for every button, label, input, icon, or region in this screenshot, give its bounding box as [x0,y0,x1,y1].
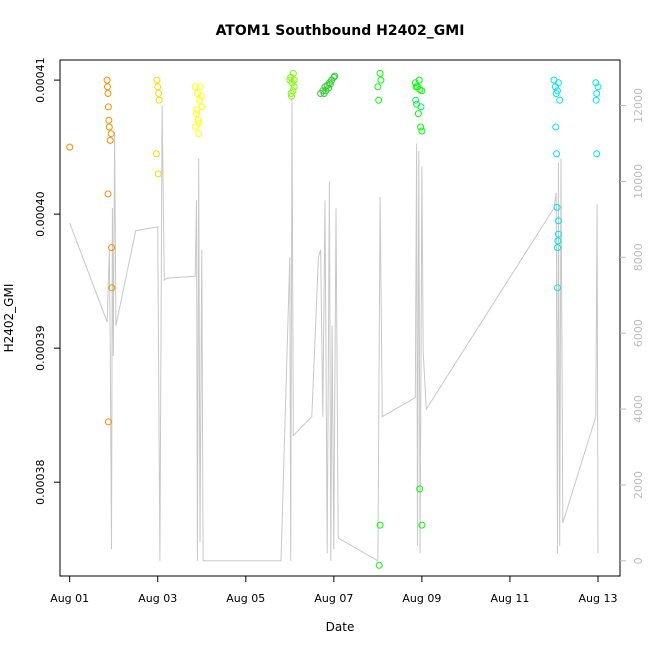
data-point-0-5 [105,116,113,124]
chart-title: ATOM1 Southbound H2402_GMI [216,23,465,39]
plot-frame [59,59,621,577]
data-point-1-5 [155,96,163,104]
data-point-7-0 [550,76,558,84]
y-axis-right: 0 2000 4000 6000 8000 10000 12000 [620,88,645,564]
data-point-4-7 [331,72,339,80]
x-tick-label-4: Aug 09 [402,592,441,605]
data-point-2-10 [193,106,201,114]
y-tick-label-3: 0.00041 [34,57,47,103]
x-tick-label-3: Aug 07 [314,592,353,605]
data-point-5-8 [413,100,421,108]
data-point-7-15 [593,90,601,97]
data-point-7-6 [552,123,560,131]
data-point-6-0 [417,103,425,111]
data-point-7-14 [592,79,600,87]
data-point-3-8 [290,76,298,84]
data-point-5-15 [418,521,426,529]
data-point-5-3 [377,76,385,84]
x-tick-label-5: Aug 11 [490,592,529,605]
data-point-3-2 [290,83,298,91]
data-point-2-6 [192,123,200,131]
data-point-0-10 [108,244,115,252]
data-point-2-8 [196,83,204,91]
y2-tick-label-4: 8000 [632,243,645,271]
data-point-1-1 [154,83,162,91]
y2-tick-label-6: 12000 [632,88,645,123]
data-point-4-6 [330,73,338,81]
data-point-3-7 [288,92,296,100]
data-point-7-18 [593,150,601,158]
data-point-5-10 [417,123,425,131]
data-point-4-10 [326,80,334,88]
data-point-0-9 [104,190,112,198]
data-point-5-0 [374,83,382,91]
data-point-0-7 [106,136,114,144]
data-point-7-16 [594,83,602,91]
y2-tick-label-2: 4000 [632,395,645,423]
x-axis-label: Date [326,620,355,634]
data-point-7-5 [554,87,561,95]
data-point-0-12 [104,418,112,426]
data-point-0-1 [103,76,111,84]
data-point-5-16 [376,521,384,529]
data-point-0-11 [108,284,116,292]
data-point-1-3 [154,170,162,178]
data-point-5-11 [418,127,426,135]
y-tick-label-2: 0.00040 [34,191,47,237]
data-point-5-17 [375,561,383,569]
data-point-5-14 [416,485,424,493]
data-point-2-7 [195,130,203,138]
data-point-0-4 [104,103,112,111]
data-point-2-2 [196,96,204,104]
data-point-5-9 [414,110,422,118]
y-tick-label-0: 0.00038 [34,459,47,505]
data-point-0-2 [104,83,111,91]
data-point-7-4 [556,96,564,104]
data-point-7-9 [554,217,562,225]
data-point-7-17 [592,96,600,104]
data-point-5-12 [412,83,420,91]
x-tick-label-0: Aug 01 [50,592,89,605]
data-point-2-9 [197,92,205,100]
data-point-2-0 [191,83,199,91]
data-point-0-0 [66,143,74,151]
data-point-2-11 [195,119,203,127]
data-point-7-10 [554,237,562,245]
data-point-2-4 [193,110,200,118]
data-point-5-7 [418,87,426,95]
y-axis-label: H2402_GMI [2,284,16,353]
y2-tick-label-3: 6000 [632,319,645,347]
x-tick-label-6: Aug 13 [578,592,617,605]
points-layer [66,69,602,569]
data-point-5-13 [415,76,423,84]
y-tick-label-1: 0.00039 [34,325,47,371]
data-point-0-8 [107,130,115,138]
data-point-7-12 [554,230,562,238]
y2-tick-label-0: 0 [632,557,645,564]
data-point-0-3 [104,90,112,97]
data-point-1-4 [152,150,160,158]
count-line-series [69,97,599,562]
x-axis: Aug 01 Aug 03 Aug 05 Aug 07 Aug 09 Aug 11 Aug … [50,576,617,605]
data-point-7-13 [554,284,561,292]
y2-tick-label-1: 2000 [632,471,645,499]
line-layer [69,97,599,562]
data-point-5-1 [375,96,383,104]
data-point-5-2 [376,69,384,77]
data-point-7-7 [553,150,561,158]
x-tick-label-1: Aug 03 [138,592,177,605]
data-point-6-1 [412,96,420,104]
y-axis-left: 0.00038 0.00039 0.00040 0.00041 [34,57,60,505]
data-point-7-3 [554,79,562,87]
data-point-1-0 [153,76,161,84]
data-point-1-2 [155,90,163,97]
data-point-0-6 [105,123,113,131]
y2-tick-label-5: 10000 [632,164,645,199]
data-point-4-11 [322,87,330,95]
x-tick-label-2: Aug 05 [226,592,265,605]
data-point-7-8 [553,203,561,211]
data-point-7-11 [554,244,561,252]
